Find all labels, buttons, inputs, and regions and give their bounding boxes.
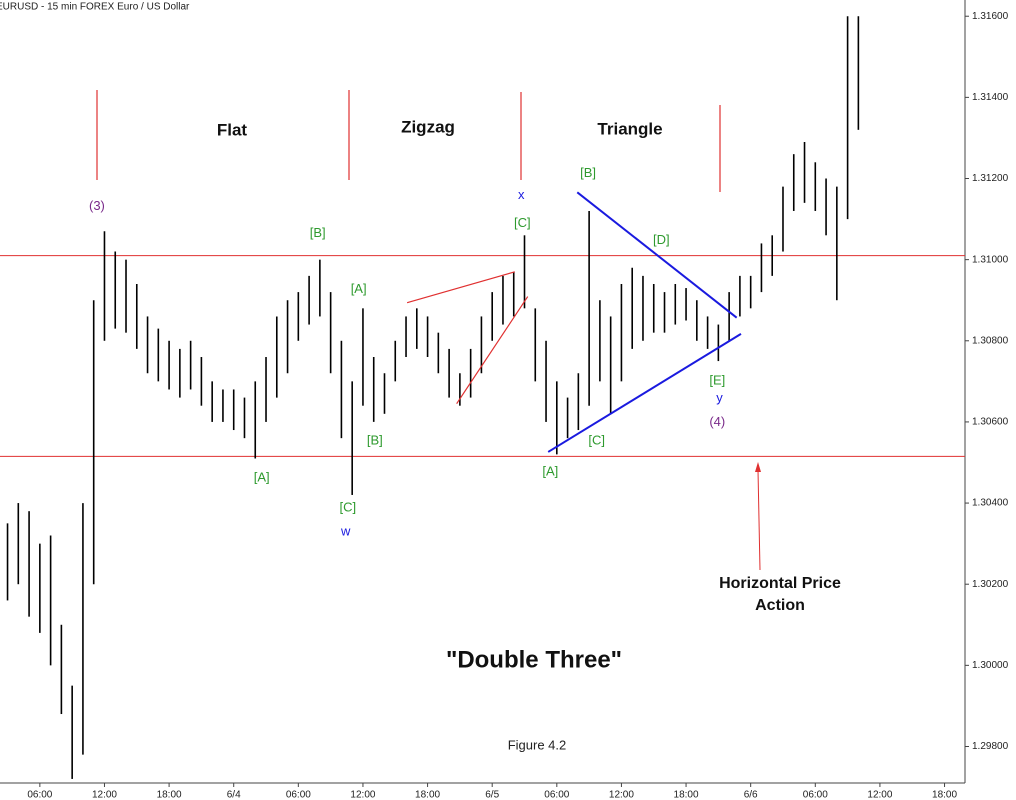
chart-title: EURUSD - 15 min FOREX Euro / US Dollar [0,2,190,13]
arrow-shaft [757,469,761,571]
pattern-title: "Double Three" [446,646,622,673]
wave-label: w [340,524,351,539]
x-tick-label: 18:00 [674,790,699,800]
x-tick-label: 06:00 [803,790,828,800]
x-tick-label: 6/6 [744,790,758,800]
wave-label: [B] [310,225,326,240]
y-tick-label: 1.30000 [972,660,1009,671]
y-tick-label: 1.31400 [972,92,1009,103]
x-tick-label: 6/5 [485,790,499,800]
wave-label: [C] [514,215,531,230]
x-tick-label: 06:00 [27,790,52,800]
wave-label: [C] [588,432,605,447]
wave-label: [A] [351,281,367,296]
y-tick-label: 1.31000 [972,254,1009,265]
note-arrow [755,462,761,571]
section-label: Flat [217,120,248,139]
x-tick-label: 12:00 [609,790,634,800]
wave-label: [E] [709,372,725,387]
wave-label: x [518,187,525,202]
x-tick-label: 6/4 [227,790,241,800]
wave-label: [C] [340,499,357,514]
section-label: Triangle [597,119,662,138]
y-tick-label: 1.29800 [972,741,1009,752]
wave-label: [D] [653,232,670,247]
trend-line [406,271,515,304]
caption: Figure 4.2 [508,737,567,752]
trend-line [576,191,738,319]
wave-label: [A] [542,463,558,478]
wave-label: (3) [89,198,105,213]
wave-separators [96,90,721,192]
wave-label: [B] [367,432,383,447]
arrow-head [755,462,761,472]
y-tick-label: 1.30800 [972,335,1009,346]
section-label: Zigzag [401,117,455,136]
wave-label: y [716,390,723,405]
note: Horizontal Price [719,575,841,592]
y-tick-label: 1.31200 [972,173,1009,184]
x-tick-label: 12:00 [867,790,892,800]
x-tick-label: 12:00 [92,790,117,800]
trend-line [547,333,742,453]
y-tick-label: 1.30400 [972,498,1009,509]
wave-label: [A] [254,469,270,484]
wave-label: (4) [709,414,725,429]
wave-label: [B] [580,165,596,180]
y-tick-label: 1.30200 [972,579,1009,590]
x-tick-label: 06:00 [544,790,569,800]
y-tick-label: 1.31600 [972,11,1009,22]
trend-line [456,296,529,405]
x-tick-label: 18:00 [415,790,440,800]
y-tick-label: 1.30600 [972,417,1009,428]
x-tick-label: 18:00 [932,790,957,800]
x-tick-label: 18:00 [157,790,182,800]
x-tick-label: 06:00 [286,790,311,800]
note: Action [755,597,805,614]
x-tick-label: 12:00 [350,790,375,800]
